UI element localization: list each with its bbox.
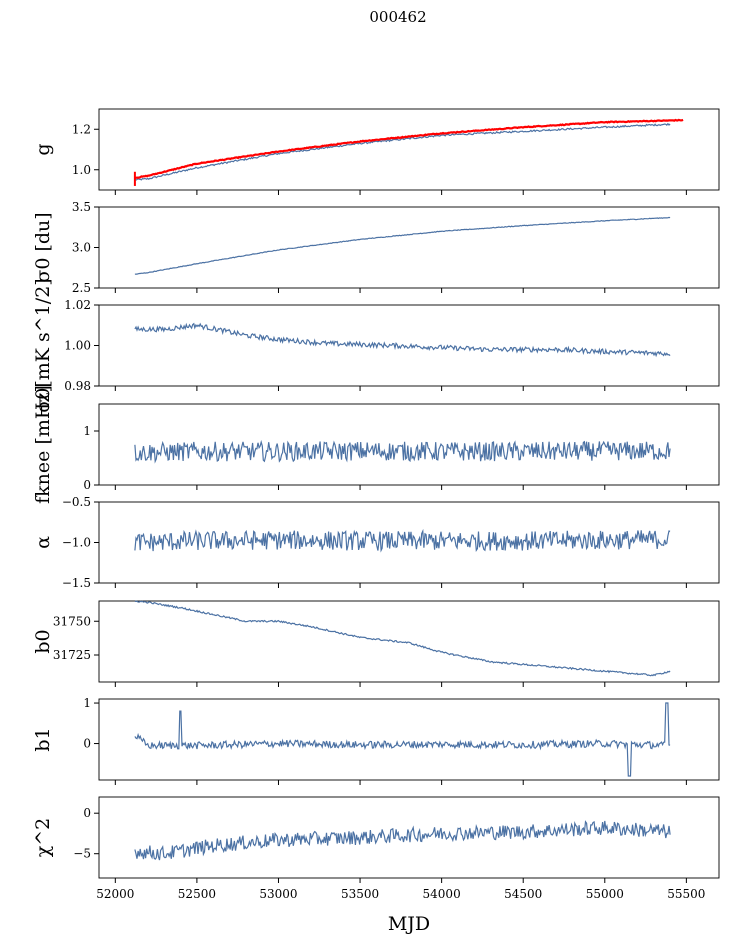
panel-7: 0 1 b1 [32,696,720,785]
y-axis-label: b0 [32,629,54,653]
x-tick-label: 52500 [178,887,216,901]
y-tick-label: −5 [73,847,91,861]
axes-frame [98,600,720,683]
y-tick-label: 1.02 [64,298,91,312]
x-tick-label: 52000 [96,887,134,901]
y-tick-label: 1.2 [72,122,91,136]
panel-5: −1.5 −1.0 −0.5 α [32,495,720,590]
axes-frame [98,403,720,486]
panel-1: 1.0 1.2 g [32,108,720,195]
x-tick-label: 55000 [586,887,624,901]
x-tick-label: 53000 [259,887,297,901]
y-tick-label: 1.00 [64,339,91,353]
y-axis-label: α [32,536,54,549]
y-axis-label: b1 [32,727,54,751]
series-line-red [134,118,684,180]
panel-3: 0.98 1.00 1.02 σ0[mK s^1/2] [32,278,720,413]
panel-2: 2.5 3.0 3.5 σ0 [du] [32,200,720,295]
y-tick-label: 0 [83,806,91,820]
y-tick-label: −1.5 [62,576,91,590]
x-axis-label: MJD [388,913,430,935]
panel-4: 0 1 fknee [mHz] [32,385,720,504]
panels-group: 1.0 1.2 g 2.5 3.0 3.5 σ0 [du] 0.98 1.00 1.02 σ0[mK… [32,108,720,901]
y-tick-label: 3.5 [72,200,91,214]
y-tick-label: 1 [83,696,91,710]
figure-title: 000462 [369,8,426,26]
axes-frame [98,698,720,781]
y-axis-label: fknee [mHz] [32,385,54,504]
axes-frame [98,304,720,387]
panel-8: −5 0 52000 52500 53000 53500 54000 54500 55000 55… [32,796,720,901]
series-line [134,600,671,677]
series-line [134,820,671,861]
y-tick-label: 2.5 [72,281,91,295]
y-tick-label: 1.0 [72,163,91,177]
x-tick-label: 53500 [341,887,379,901]
x-tick-label: 54000 [423,887,461,901]
y-axis-label: g [32,143,54,155]
y-tick-label: 0.98 [64,379,91,393]
y-tick-label: 0 [83,478,91,492]
y-tick-label: 0 [83,737,91,751]
y-tick-label: 3.0 [72,241,91,255]
axes-frame [98,796,720,879]
series-line [134,216,671,275]
axes-frame [98,501,720,584]
series-line [134,322,671,358]
y-axis-label: χ^2 [32,818,54,858]
y-axis-label: σ0 [du] [32,212,54,282]
y-tick-label: 31725 [53,648,91,662]
axes-frame [98,108,720,191]
series-line [134,439,671,464]
series-line [134,702,671,777]
y-tick-label: 1 [83,424,91,438]
series-line [134,528,671,553]
axes-frame [98,206,720,289]
y-tick-label: 31750 [53,614,91,628]
y-tick-label: −0.5 [62,495,91,509]
y-axis-label: σ0[mK s^1/2] [32,278,54,412]
series-line [134,122,671,181]
y-tick-label: −1.0 [62,536,91,550]
x-tick-label: 54500 [504,887,542,901]
x-tick-label: 55500 [667,887,705,901]
